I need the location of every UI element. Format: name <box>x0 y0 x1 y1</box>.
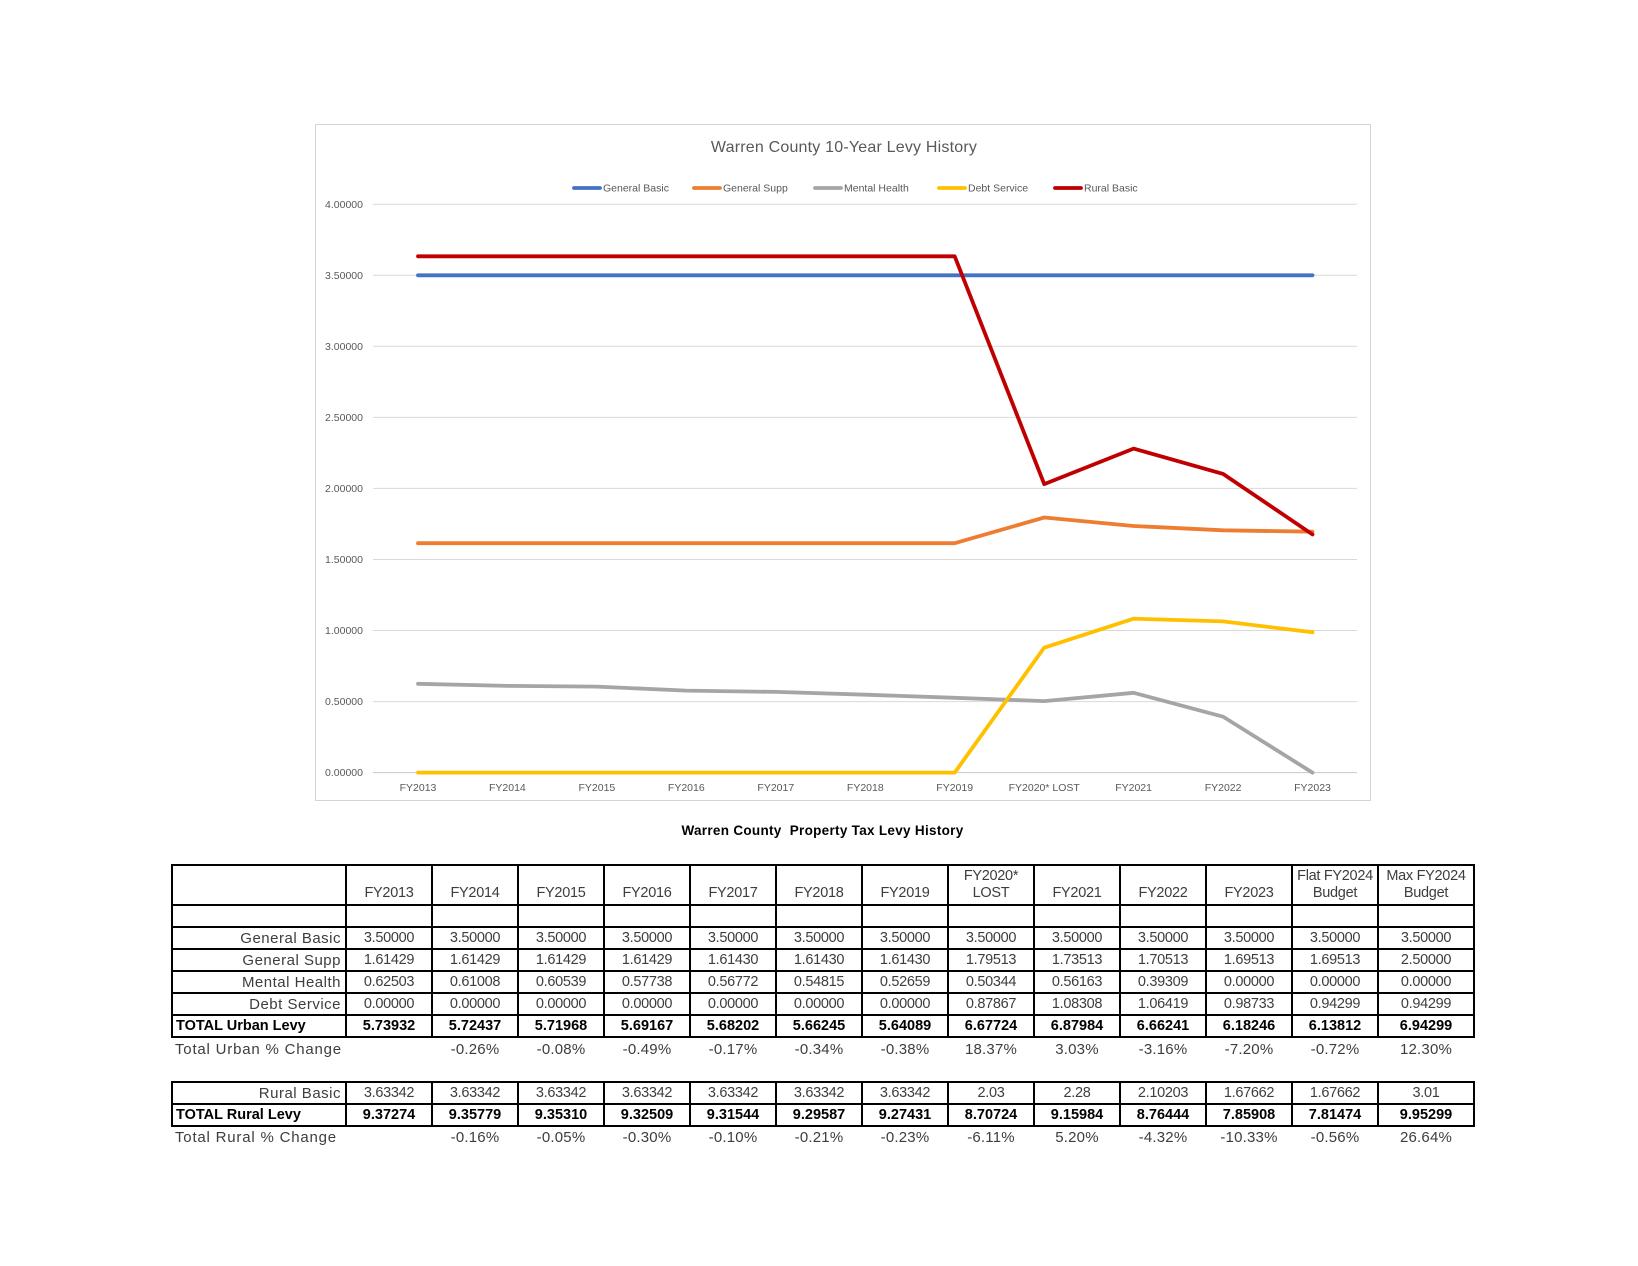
svg-text:3.00000: 3.00000 <box>325 341 363 353</box>
svg-text:General Basic: General Basic <box>603 183 669 195</box>
svg-text:1.00000: 1.00000 <box>325 625 363 637</box>
svg-text:0.50000: 0.50000 <box>325 696 363 708</box>
svg-text:Rural Basic: Rural Basic <box>1084 183 1138 195</box>
svg-text:0.00000: 0.00000 <box>325 767 363 779</box>
svg-text:FY2021: FY2021 <box>1115 782 1152 794</box>
svg-text:FY2022: FY2022 <box>1205 782 1242 794</box>
svg-text:FY2013: FY2013 <box>400 782 437 794</box>
svg-text:FY2015: FY2015 <box>579 782 616 794</box>
svg-text:FY2017: FY2017 <box>757 782 794 794</box>
svg-text:4.00000: 4.00000 <box>325 199 363 211</box>
svg-text:Debt Service: Debt Service <box>968 183 1028 195</box>
svg-text:FY2020* LOST: FY2020* LOST <box>1009 782 1081 794</box>
svg-text:3.50000: 3.50000 <box>325 270 363 282</box>
svg-text:1.50000: 1.50000 <box>325 554 363 566</box>
svg-text:FY2014: FY2014 <box>489 782 526 794</box>
svg-text:FY2016: FY2016 <box>668 782 705 794</box>
svg-text:2.50000: 2.50000 <box>325 412 363 424</box>
svg-text:FY2019: FY2019 <box>936 782 973 794</box>
svg-text:Warren County 10-Year Levy His: Warren County 10-Year Levy History <box>711 139 977 156</box>
svg-text:2.00000: 2.00000 <box>325 483 363 495</box>
svg-text:General Supp: General Supp <box>723 183 788 195</box>
svg-text:FY2018: FY2018 <box>847 782 884 794</box>
svg-text:Mental Health: Mental Health <box>844 183 909 195</box>
svg-text:FY2023: FY2023 <box>1294 782 1331 794</box>
